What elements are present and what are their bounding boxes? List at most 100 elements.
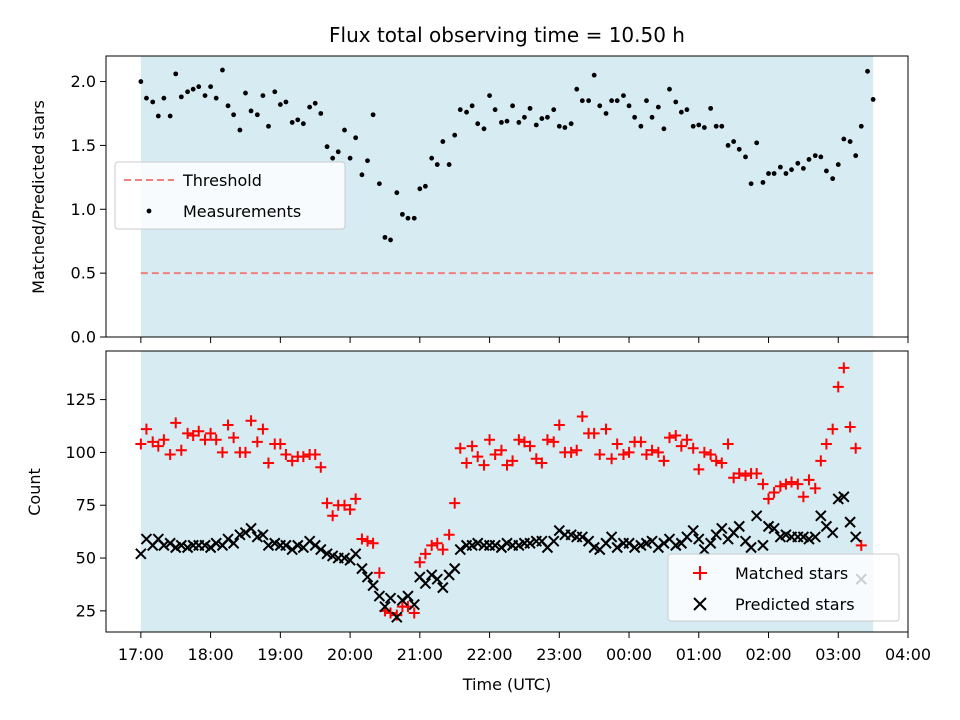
measurement-point <box>452 132 458 138</box>
matched-star-point <box>182 427 194 439</box>
measurement-point <box>644 98 649 104</box>
measurement-point <box>812 153 818 159</box>
predicted-star-point <box>158 539 170 552</box>
matched-star-point <box>164 449 176 461</box>
ratio-y-tick-label: 1.0 <box>71 200 96 219</box>
matched-star-point <box>449 497 461 509</box>
measurement-point <box>167 113 173 119</box>
measurement-point <box>696 122 702 128</box>
matched-star-point <box>722 438 734 450</box>
matched-star-point <box>809 482 821 494</box>
predicted-star-point <box>489 539 501 552</box>
measurement-point <box>376 181 382 187</box>
matched-star-point <box>751 468 763 480</box>
matched-star-point <box>663 432 675 444</box>
measurement-point <box>789 167 794 173</box>
measurements-legend-swatch <box>146 208 152 214</box>
matched-star-point <box>832 381 844 393</box>
matched-star-point <box>251 436 263 448</box>
count-y-tick-label: 100 <box>65 443 96 462</box>
predicted-star-point <box>349 548 362 560</box>
matched-star-point <box>716 457 728 469</box>
measurement-point <box>365 158 370 164</box>
count-panel: 25 50 75 100 125 17:00 18:00 19:00 20:00 21:00 22… <box>25 351 931 694</box>
matched-star-point <box>385 607 397 619</box>
matched-star-point <box>495 444 507 456</box>
matched-star-point <box>548 436 560 448</box>
measurement-point <box>487 93 492 98</box>
matched-star-point <box>501 459 513 471</box>
measurement-point <box>388 237 393 243</box>
matched-star-point <box>820 438 832 450</box>
matched-star-point <box>431 537 443 549</box>
matched-star-point <box>710 455 722 467</box>
matched-star-point <box>646 444 658 456</box>
predicted-star-point <box>548 535 560 547</box>
measurement-point <box>411 215 417 221</box>
matched-star-point <box>617 449 629 461</box>
predicted-star-point <box>245 522 257 535</box>
measurement-point <box>260 93 266 98</box>
matched-star-point <box>792 478 804 490</box>
matched-star-point <box>774 480 786 492</box>
measurements-legend-label: Measurements <box>183 202 301 221</box>
measurement-point <box>434 162 440 167</box>
predicted-star-point <box>844 516 856 528</box>
matched-star-point <box>437 544 449 556</box>
matched-star-point <box>356 533 368 545</box>
matched-star-point <box>461 457 473 469</box>
matched-star-point <box>373 567 385 579</box>
measurement-point <box>289 120 295 125</box>
matched-star-point <box>815 455 827 467</box>
matched-star-point <box>199 434 211 446</box>
predicted-star-point <box>750 510 763 522</box>
predicted-star-point <box>384 592 397 604</box>
matched-star-point <box>286 455 298 467</box>
count-legend-box <box>667 553 900 622</box>
matched-star-point <box>414 556 426 568</box>
matched-star-point <box>541 434 553 446</box>
measurement-point <box>649 114 655 120</box>
matched-star-point <box>565 446 577 458</box>
ratio-y-axis-label: Matched/Predicted stars <box>29 100 48 294</box>
matched-star-point <box>245 415 257 427</box>
ratio-y-tick-label: 2.0 <box>71 72 96 91</box>
measurement-point <box>858 123 864 129</box>
measurement-point <box>417 186 423 192</box>
threshold-legend-label: Threshold <box>182 171 262 190</box>
predicted-star-point <box>210 537 222 549</box>
measurement-point <box>429 155 435 161</box>
ratio-y-tick-label: 0.5 <box>71 264 96 283</box>
measurement-point <box>795 160 801 166</box>
measurement-point <box>254 112 260 118</box>
predicted-star-point <box>373 590 386 602</box>
count-y-ticks: 25 50 75 100 125 <box>65 390 106 620</box>
count-x-tick-label: 20:00 <box>327 645 373 664</box>
measurement-point <box>708 105 714 111</box>
count-y-tick-label: 125 <box>65 390 96 409</box>
measurement-point <box>760 180 766 185</box>
measurement-point <box>621 93 626 98</box>
matched-star-point <box>315 461 327 473</box>
measurement-point <box>353 135 359 141</box>
matched-star-point <box>419 548 431 560</box>
matched-star-point <box>576 410 588 422</box>
measurement-point <box>446 162 452 167</box>
measurement-point <box>539 116 545 121</box>
matched-star-point <box>170 417 182 429</box>
matched-star-point <box>855 539 867 551</box>
predicted-star-point <box>768 522 780 535</box>
measurement-point <box>457 107 463 113</box>
measurement-point <box>545 114 550 120</box>
matched-star-point <box>518 436 530 448</box>
measurement-point <box>178 94 184 100</box>
measurement-point <box>690 123 696 129</box>
measurement-point <box>220 67 225 73</box>
measurement-point <box>190 86 196 92</box>
measurement-point <box>597 103 603 109</box>
matched-star-point <box>611 438 623 450</box>
measurement-point <box>196 84 202 90</box>
measurement-point <box>824 168 829 174</box>
count-x-tick-label: 23:00 <box>536 645 582 664</box>
matched-star-point <box>274 438 286 450</box>
